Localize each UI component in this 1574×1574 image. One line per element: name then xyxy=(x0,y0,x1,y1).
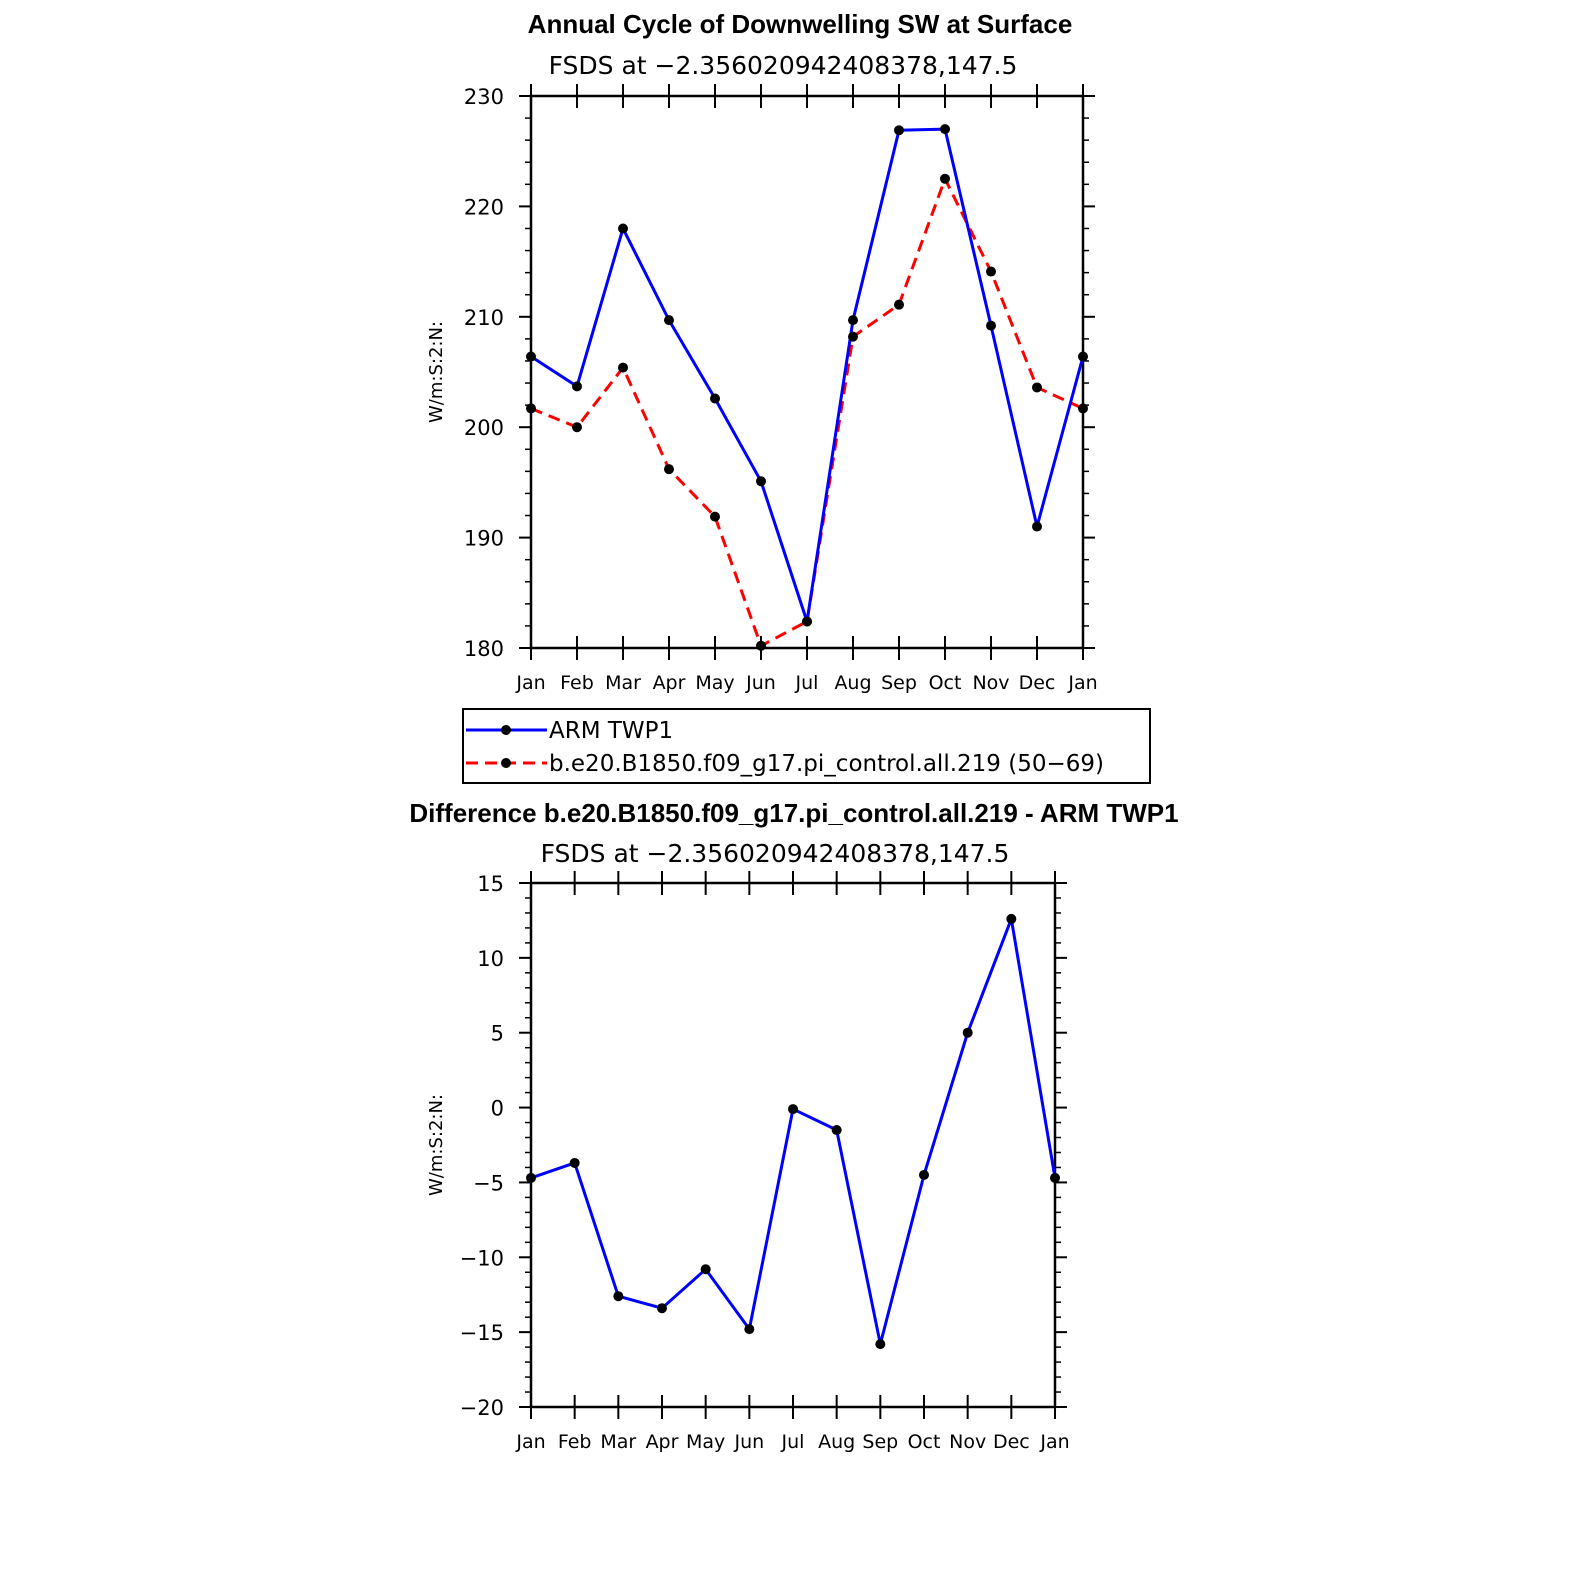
chart-2-series-0-point xyxy=(744,1324,755,1335)
chart-1-ytick-label: 210 xyxy=(464,306,504,330)
chart-2-xtick-label: Mar xyxy=(600,1431,636,1453)
chart-2-series-0-point xyxy=(526,1172,536,1183)
chart-1-ytick-label: 190 xyxy=(464,527,504,551)
chart-1-ytick-label: 200 xyxy=(464,416,504,440)
chart-1-series-0-point xyxy=(618,223,628,234)
chart-1-series-1-point xyxy=(894,299,904,310)
chart-1-xtick-label: Jun xyxy=(745,672,776,694)
chart-1-series-1-point xyxy=(664,464,674,475)
chart-1-xtick-label: Dec xyxy=(1019,672,1056,694)
chart-1-series-1-point xyxy=(940,173,950,184)
chart-1-series-0-point xyxy=(848,315,858,326)
chart-2-xtick-label: Feb xyxy=(558,1431,592,1453)
chart-2-ytick-label: 0 xyxy=(491,1097,504,1121)
chart-2-xtick-label: Jul xyxy=(781,1431,805,1453)
chart-1-series-1-point xyxy=(618,362,628,373)
chart-2-xtick-label: Aug xyxy=(818,1431,855,1453)
chart-2-ytick-label: −15 xyxy=(460,1321,504,1345)
chart-2-series-0-point xyxy=(831,1125,842,1136)
chart-2-ytick-label: 15 xyxy=(477,872,504,896)
chart-1-series-0-point xyxy=(710,393,720,404)
chart-2-xtick-label: Sep xyxy=(862,1431,898,1453)
chart-2-xtick-label: Jun xyxy=(733,1431,764,1453)
chart-1-ytick-label: 180 xyxy=(464,637,504,661)
chart-1-xtick-label: Mar xyxy=(605,672,641,694)
legend-marker-arm-twp1 xyxy=(501,725,511,735)
legend-marker-model xyxy=(501,758,511,768)
chart-2-series-0-point xyxy=(875,1339,886,1350)
chart-1-series-0-point xyxy=(1078,351,1088,362)
legend: ARM TWP1 b.e20.B1850.f09_g17.pi_control.… xyxy=(462,708,1151,784)
chart-2-ylabel: W/m:S:2:N: xyxy=(426,1094,447,1196)
chart-1-xtick-label: Oct xyxy=(929,672,962,694)
chart-2-series-0-point xyxy=(788,1104,798,1115)
chart-2-xtick-label: Jan xyxy=(515,1431,545,1453)
chart-2-plot-frame xyxy=(529,881,1057,1409)
chart-2-ytick-label: −5 xyxy=(473,1171,504,1195)
chart-1-series-0-line xyxy=(530,127,1085,624)
chart-2-series-0-point xyxy=(569,1157,580,1168)
chart-1-series-1-point xyxy=(526,403,536,414)
chart-2-xtick-label: Jan xyxy=(1039,1431,1069,1453)
chart-2-series-0-line xyxy=(530,917,1057,1346)
chart-2-xtick-label: Nov xyxy=(949,1431,986,1453)
chart-1-series-1-point xyxy=(986,266,996,277)
chart-2-series-0-point xyxy=(657,1303,667,1314)
chart-1-xtick-label: Feb xyxy=(560,672,594,694)
chart-1-xtick-label: May xyxy=(695,672,734,694)
chart-2-ytick-label: −10 xyxy=(460,1246,504,1270)
chart-1-title: Annual Cycle of Downwelling SW at Surfac… xyxy=(528,9,1073,39)
chart-1-series-0-point xyxy=(664,315,674,326)
chart-2-series-0-point xyxy=(613,1291,624,1302)
chart-2-series-0-point xyxy=(962,1027,973,1038)
chart-1: 180 190 200 210 220 230 Jan Feb Mar Apr May Jun Jul A… xyxy=(426,84,1098,694)
chart-1-ytick-label: 220 xyxy=(464,195,504,219)
chart-1-series-1-point xyxy=(848,331,858,342)
chart-1-series-0-point xyxy=(940,124,950,135)
chart-1-series-0-point xyxy=(572,381,582,392)
chart-1-xtick-label: Jan xyxy=(1067,672,1097,694)
chart-1-ylabel: W/m:S:2:N: xyxy=(426,321,447,423)
chart-1-series-0-point xyxy=(526,351,536,362)
chart-1-series-0-point xyxy=(756,476,766,487)
chart-1-series-0-point xyxy=(894,125,904,136)
chart-1-series-1-point xyxy=(1032,382,1042,393)
chart-1-series-1-point xyxy=(1078,403,1088,414)
chart-1-xtick-label: Apr xyxy=(653,672,686,694)
chart-2-ytick-label: 5 xyxy=(491,1022,504,1046)
chart-2-xtick-label: Apr xyxy=(646,1431,679,1453)
chart-1-xtick-label: Jan xyxy=(515,672,545,694)
chart-1-xtick-label: Jul xyxy=(795,672,819,694)
chart-1-subtitle: FSDS at −2.356020942408378,147.5 xyxy=(549,51,1018,80)
chart-2-title: Difference b.e20.B1850.f09_g17.pi_contro… xyxy=(409,798,1178,828)
chart-1-series-1-point xyxy=(756,640,766,651)
legend-label-model: b.e20.B1850.f09_g17.pi_control.all.219 (… xyxy=(549,751,1104,777)
chart-1-series-0-point xyxy=(1032,521,1042,532)
chart-1-ytick-label: 230 xyxy=(464,85,504,109)
chart-2-subtitle: FSDS at −2.356020942408378,147.5 xyxy=(541,839,1010,868)
chart-2-series-0-point xyxy=(1006,913,1017,924)
chart-2-ytick-label: 10 xyxy=(477,947,504,971)
chart-2-series-0-point xyxy=(700,1264,711,1275)
chart-2: −20 −15 −10 −5 0 5 10 15 Jan Feb Mar Apr May Jun Jul Au… xyxy=(426,871,1070,1453)
chart-2-xtick-label: May xyxy=(686,1431,725,1453)
chart-2-xtick-label: Dec xyxy=(993,1431,1030,1453)
chart-1-series-1-line xyxy=(530,177,1084,648)
legend-label-arm-twp1: ARM TWP1 xyxy=(549,718,673,744)
chart-2-series-0-point xyxy=(1050,1172,1060,1183)
chart-2-series-0-point xyxy=(919,1169,929,1180)
chart-2-ytick-label: −20 xyxy=(460,1396,504,1420)
chart-1-series-1-point xyxy=(572,422,582,433)
chart-1-series-0-point xyxy=(986,320,996,331)
chart-2-xtick-label: Oct xyxy=(908,1431,941,1453)
chart-1-series-0-point xyxy=(802,616,812,627)
legend-box xyxy=(462,708,1151,784)
chart-1-xtick-label: Aug xyxy=(834,672,871,694)
chart-1-xtick-label: Sep xyxy=(881,672,917,694)
chart-1-series-1-point xyxy=(710,511,720,522)
chart-1-xtick-label: Nov xyxy=(972,672,1009,694)
